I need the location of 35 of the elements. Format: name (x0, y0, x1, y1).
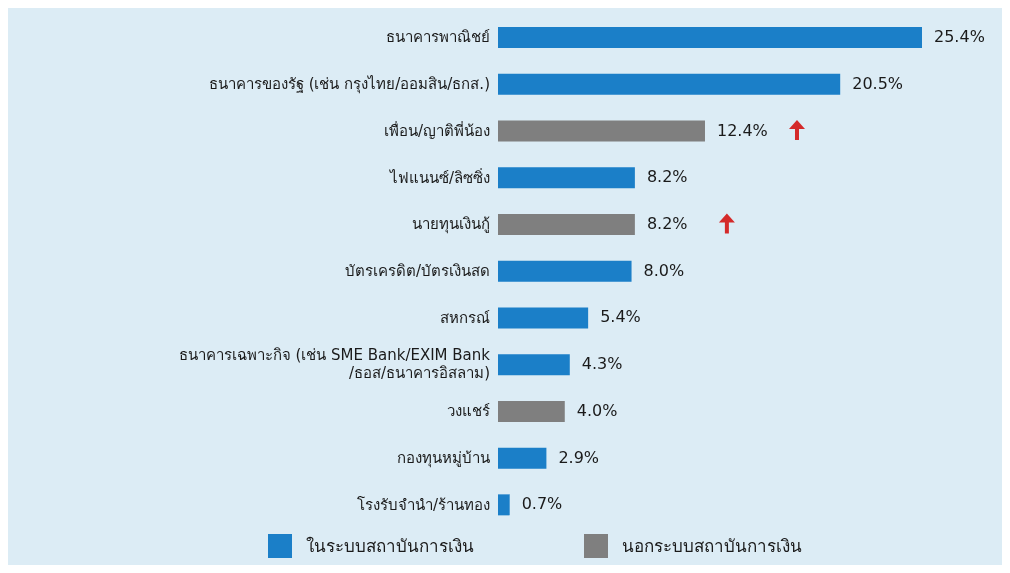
y-tick-label: โรงรับจำนำ/ร้านทอง (356, 495, 490, 514)
bar (498, 260, 632, 282)
data-label: 25.4% (934, 27, 985, 47)
y-tick-label: สหกรณ์ (440, 308, 490, 327)
bar (498, 27, 922, 49)
y-tick-label: นายทุนเงินกู้ (412, 214, 490, 234)
bar (498, 213, 635, 235)
data-label: 8.2% (646, 167, 688, 187)
legend-label: ในระบบสถาบันการเงิน (306, 535, 474, 558)
data-label: 5.4% (600, 307, 641, 327)
data-label: 8.2% (646, 213, 688, 233)
bar (498, 167, 635, 189)
y-tick-label: กองทุนหมู่บ้าน (397, 448, 490, 468)
y-tick-label: ธนาคารพาณิชย์ (386, 27, 490, 46)
bar (498, 494, 510, 516)
y-tick-label: เพื่อน/ญาติพี่น้อง (383, 119, 490, 140)
y-tick-label: ธนาคารของรัฐ (เช่น กรุงไทย/ออมสิน/ธกส.) (208, 74, 490, 94)
data-label: 0.7% (521, 494, 563, 514)
y-tick-label: วงแชร์ (447, 401, 490, 420)
bar (498, 354, 570, 376)
data-label: 12.4% (716, 120, 768, 140)
data-label: 4.3% (581, 354, 623, 374)
y-tick-label: ไฟแนนซ์/ลิซซิ่ง (388, 166, 490, 187)
bar (498, 447, 547, 469)
data-label: 2.9% (558, 447, 600, 467)
data-label: 20.5% (852, 73, 904, 93)
data-label: 8.0% (643, 260, 685, 280)
y-tick-label: ธนาคารเฉพาะกิจ (เช่น SME Bank/EXIM Bank/ธอส/ธนาคารอิสลาม) (178, 345, 491, 382)
bar (498, 73, 841, 95)
bar (498, 120, 705, 142)
bar (498, 307, 589, 329)
y-tick-label: บัตรเครดิต/บัตรเงินสด (344, 261, 490, 280)
legend-label: นอกระบบสถาบันการเงิน (622, 535, 802, 558)
data-label: 4.0% (576, 400, 618, 420)
bar (498, 400, 565, 422)
